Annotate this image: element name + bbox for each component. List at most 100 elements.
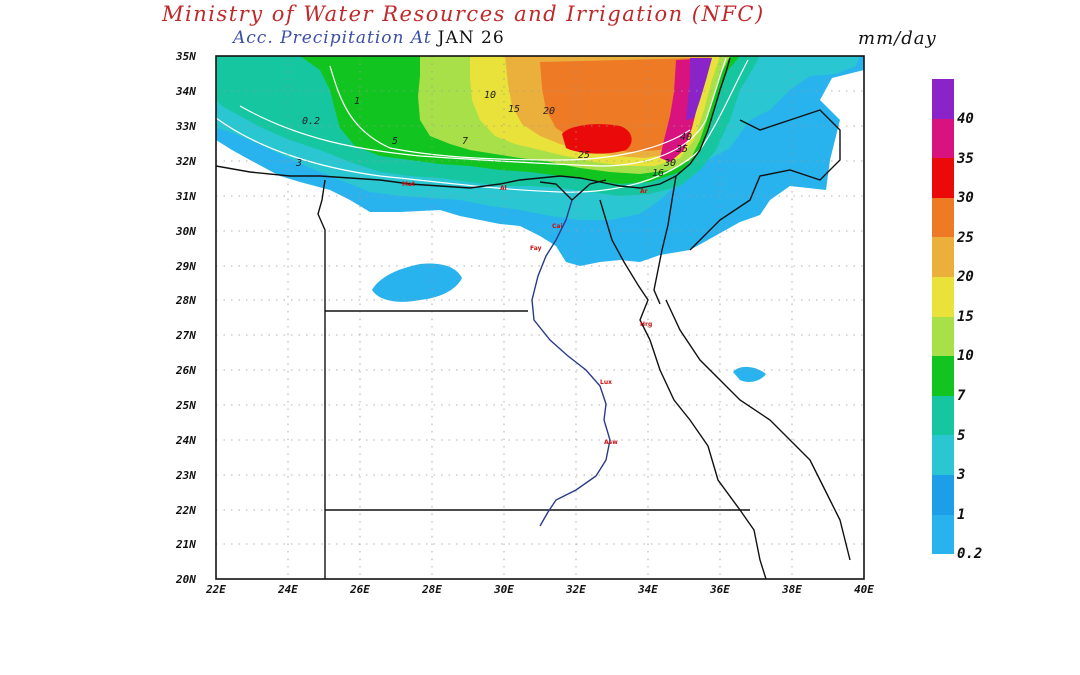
lon-label: 26E bbox=[349, 583, 370, 596]
legend-swatch bbox=[932, 474, 954, 515]
lon-label: 38E bbox=[781, 583, 802, 596]
city-label: Fay bbox=[530, 245, 542, 252]
lon-label: 30E bbox=[493, 583, 514, 596]
graticule bbox=[216, 56, 864, 579]
units-label: mm/day bbox=[858, 28, 937, 49]
legend-label: 3 bbox=[957, 467, 966, 483]
contour-label: 15 bbox=[508, 104, 520, 115]
lat-label: 31N bbox=[175, 190, 196, 203]
lon-label: 34E bbox=[637, 583, 658, 596]
city-label: Al bbox=[500, 185, 507, 192]
legend-label: 5 bbox=[957, 428, 966, 444]
nile-delta-right bbox=[571, 179, 607, 201]
legend-swatch bbox=[932, 276, 954, 317]
map-subtitle: Acc. Precipitation At JAN 26 bbox=[233, 28, 505, 48]
city-label: Lux bbox=[600, 379, 612, 386]
red-sea-east-coast bbox=[665, 299, 851, 561]
precip-cell-west bbox=[372, 263, 462, 302]
nile-river bbox=[531, 199, 611, 527]
city-label: Asw bbox=[604, 439, 618, 446]
lat-label: 27N bbox=[175, 329, 196, 342]
lat-label: 22N bbox=[175, 504, 196, 517]
contour-label: 20 bbox=[543, 106, 555, 117]
contour-label: 7 bbox=[462, 136, 468, 147]
subtitle-text: Acc. Precipitation bbox=[233, 28, 405, 48]
city-label: Mat bbox=[402, 181, 415, 188]
legend-swatch bbox=[932, 435, 954, 475]
red-sea-west-coast bbox=[649, 339, 767, 579]
legend-label: 25 bbox=[957, 230, 974, 246]
legend-swatch bbox=[932, 79, 954, 119]
legend-label: 35 bbox=[957, 151, 974, 167]
lon-label: 36E bbox=[709, 583, 730, 596]
contour-label: 25 bbox=[578, 150, 590, 161]
lat-label: 23N bbox=[175, 469, 196, 482]
lat-label: 25N bbox=[175, 399, 196, 412]
contour-label: 3 bbox=[295, 158, 302, 169]
sinai-border bbox=[653, 175, 677, 305]
city-label: Ar bbox=[640, 188, 648, 195]
at-label: At bbox=[410, 28, 432, 48]
contour-line bbox=[329, 65, 691, 161]
lat-label: 35N bbox=[175, 50, 196, 63]
city-label: Hrg bbox=[640, 321, 652, 328]
borders bbox=[216, 57, 851, 579]
latitude-labels: 35N 34N 33N 32N 31N 30N 29N 28N 27N 26N … bbox=[175, 50, 196, 586]
precipitation-field bbox=[216, 56, 864, 382]
contour-line bbox=[216, 59, 749, 193]
lat-label: 24N bbox=[175, 434, 196, 447]
contour-label: 5 bbox=[392, 136, 398, 147]
lat-label: 26N bbox=[175, 364, 196, 377]
lon-label: 28E bbox=[421, 583, 442, 596]
legend-swatch bbox=[932, 316, 954, 357]
city-label: Cai bbox=[552, 223, 563, 230]
precip-band-25 bbox=[562, 124, 632, 154]
lat-label: 33N bbox=[175, 120, 196, 133]
contour-lines bbox=[216, 57, 749, 193]
legend-swatch bbox=[932, 118, 954, 159]
levant-border bbox=[689, 109, 841, 251]
nile-delta-left bbox=[539, 181, 573, 201]
contour-line bbox=[239, 57, 727, 167]
precip-cell-redsea bbox=[733, 366, 766, 382]
legend-swatch bbox=[932, 395, 954, 436]
mediterranean-coastline bbox=[216, 57, 731, 189]
legend-swatch bbox=[932, 197, 954, 238]
lat-label: 34N bbox=[175, 85, 196, 98]
lon-label: 40E bbox=[854, 583, 874, 596]
legend-label: 7 bbox=[957, 388, 966, 404]
legend-swatch bbox=[932, 237, 954, 277]
legend-swatch bbox=[932, 356, 954, 396]
legend-label: 10 bbox=[957, 348, 974, 364]
lat-label: 32N bbox=[175, 155, 196, 168]
lat-label: 28N bbox=[175, 294, 196, 307]
lat-label: 20N bbox=[175, 573, 196, 586]
legend-label: 15 bbox=[957, 309, 974, 325]
contour-label: 10 bbox=[484, 90, 496, 101]
lon-label: 22E bbox=[205, 583, 226, 596]
precip-band-40 bbox=[686, 58, 712, 120]
lat-label: 21N bbox=[175, 538, 196, 551]
lat-label: 29N bbox=[175, 260, 196, 273]
lon-label: 32E bbox=[565, 583, 586, 596]
plot-frame bbox=[215, 55, 865, 580]
color-legend bbox=[932, 79, 954, 555]
lon-label: 24E bbox=[277, 583, 298, 596]
legend-swatch bbox=[932, 514, 954, 555]
legend-label: 0.2 bbox=[957, 546, 983, 562]
legend-label: 30 bbox=[957, 190, 974, 206]
map-title: Ministry of Water Resources and Irrigati… bbox=[162, 2, 765, 26]
longitude-labels: 22E 24E 26E 28E 30E 32E 34E 36E 38E 40E bbox=[205, 583, 874, 596]
contour-label: 1 bbox=[354, 96, 360, 107]
contour-label: 35 bbox=[675, 144, 688, 155]
contour-label: 16 bbox=[652, 168, 664, 179]
legend-swatch bbox=[932, 158, 954, 198]
city-labels: Mat Al Ar Cai Fay Hrg Lux Asw bbox=[402, 181, 652, 446]
contour-value-labels: 0.2 1 3 5 7 10 15 20 25 30 35 40 16 bbox=[295, 90, 692, 179]
contour-label: 40 bbox=[680, 132, 692, 143]
gulf-of-suez bbox=[599, 199, 651, 341]
legend-label: 40 bbox=[957, 111, 974, 127]
lat-label: 30N bbox=[175, 225, 196, 238]
contour-label: 0.2 bbox=[302, 116, 320, 127]
